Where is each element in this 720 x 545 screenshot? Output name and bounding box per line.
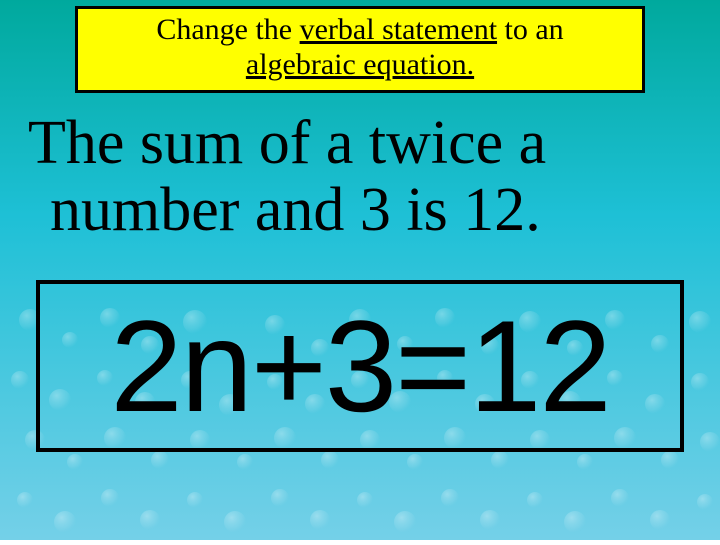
instruction-underlined-2: algebraic equation. bbox=[246, 48, 474, 81]
equation-box: 2n+3=12 bbox=[36, 280, 684, 452]
instruction-box: Change the verbal statement to an algebr… bbox=[75, 6, 645, 93]
verbal-line-2: number and 3 is 12. bbox=[28, 177, 692, 244]
instruction-line-2: algebraic equation. bbox=[88, 48, 632, 83]
equation-text: 2n+3=12 bbox=[110, 301, 609, 431]
verbal-statement: The sum of a twice a number and 3 is 12. bbox=[28, 110, 692, 244]
instruction-underlined-1: verbal statement bbox=[300, 13, 497, 46]
instruction-line-1: Change the verbal statement to an bbox=[88, 13, 632, 48]
slide-container: Change the verbal statement to an algebr… bbox=[0, 0, 720, 540]
instruction-text-pre: Change the bbox=[156, 13, 299, 46]
instruction-text-post: to an bbox=[497, 13, 564, 46]
verbal-line-1: The sum of a twice a bbox=[28, 110, 692, 177]
